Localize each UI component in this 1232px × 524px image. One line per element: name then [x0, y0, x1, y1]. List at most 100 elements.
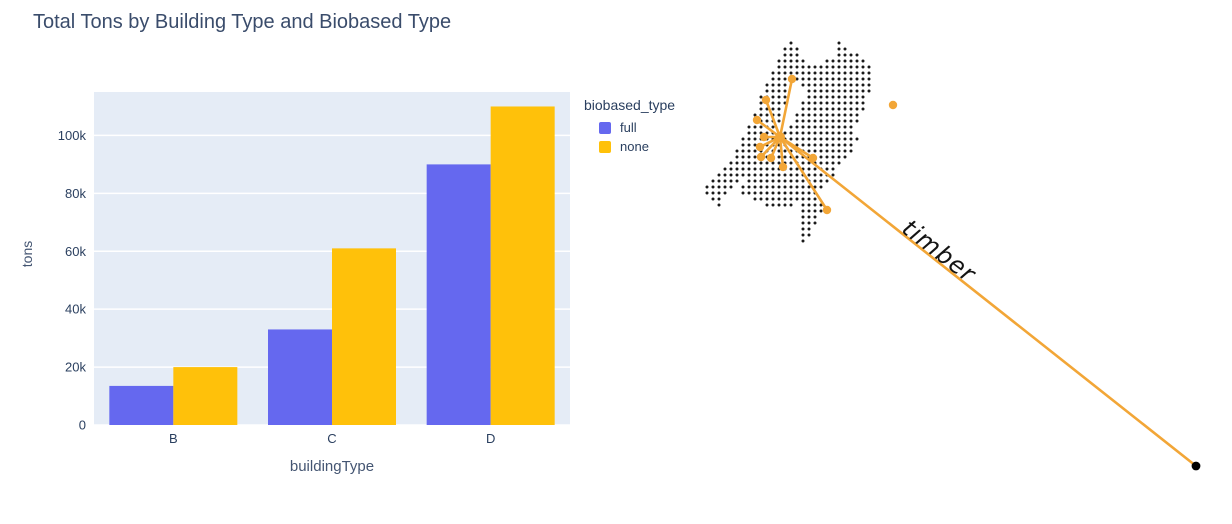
timber-destination-marker[interactable]	[1191, 461, 1201, 471]
map-dot	[795, 137, 799, 141]
flow-line[interactable]	[778, 135, 785, 169]
map-dot	[837, 59, 841, 63]
bar-B-full[interactable]	[109, 385, 174, 425]
map-dot	[759, 173, 763, 177]
map-dot	[789, 65, 793, 69]
map-dot	[819, 209, 823, 213]
bar-D-full[interactable]	[426, 164, 491, 426]
map-dot	[819, 161, 823, 165]
map-dot	[843, 143, 847, 147]
map-dot	[753, 197, 757, 201]
y-axis-title: tons	[19, 240, 35, 268]
map-dot	[807, 215, 811, 219]
map-dot	[867, 77, 871, 81]
map-dot	[753, 149, 757, 153]
map-dot	[837, 41, 841, 45]
legend-item-none[interactable]: none	[599, 139, 675, 154]
flow-hub-marker[interactable]	[775, 132, 785, 142]
map-dot	[861, 59, 865, 63]
map-dot	[735, 179, 739, 183]
map-dot	[705, 191, 709, 195]
isolated-point-marker[interactable]	[888, 100, 898, 110]
map-dot	[819, 83, 823, 87]
map-dot	[795, 53, 799, 57]
map-dot	[819, 101, 823, 105]
map-dot	[837, 119, 841, 123]
map-dot	[771, 167, 775, 171]
map-dot	[807, 149, 811, 153]
flow-endpoint-marker[interactable]	[822, 205, 832, 215]
map-dot	[777, 113, 781, 117]
map-dot	[837, 77, 841, 81]
map-dot	[747, 137, 751, 141]
flow-line[interactable]	[764, 98, 782, 139]
map-dot	[747, 179, 751, 183]
flow-endpoint-marker[interactable]	[752, 115, 762, 125]
flow-line[interactable]	[778, 135, 829, 212]
map-dot	[783, 179, 787, 183]
map-dot	[825, 161, 829, 165]
map-dot	[765, 167, 769, 171]
flow-line[interactable]	[778, 77, 794, 139]
map-dot	[849, 125, 853, 129]
legend-swatch-full	[599, 121, 611, 134]
map-dot	[837, 83, 841, 87]
flow-endpoint-marker[interactable]	[808, 153, 818, 163]
legend-item-full[interactable]: full	[599, 120, 675, 135]
flow-endpoint-marker[interactable]	[759, 132, 769, 142]
map-dot	[861, 71, 865, 75]
map-dot	[819, 203, 823, 207]
map-dot	[807, 185, 811, 189]
map-dot	[813, 221, 817, 225]
bar-D-none[interactable]	[490, 106, 555, 425]
map-dot	[849, 119, 853, 123]
flow-endpoint-marker[interactable]	[761, 95, 771, 105]
legend-swatch-none	[599, 140, 611, 153]
map-dot	[807, 71, 811, 75]
map-dot	[813, 149, 817, 153]
flow-endpoint-marker[interactable]	[756, 152, 766, 162]
map-dot	[831, 119, 835, 123]
flow-endpoint-marker[interactable]	[766, 153, 776, 163]
map-dot	[861, 107, 865, 111]
map-dot	[747, 173, 751, 177]
map-dot	[741, 155, 745, 159]
map-dot	[861, 77, 865, 81]
map-dot	[723, 179, 727, 183]
y-tick-label: 40k	[65, 302, 86, 317]
map-dot	[789, 185, 793, 189]
bar-C-none[interactable]	[332, 248, 396, 425]
map-dot	[813, 197, 817, 201]
bar-C-full[interactable]	[268, 329, 332, 425]
map-dot	[849, 83, 853, 87]
map-dot	[831, 167, 835, 171]
map-dot	[777, 203, 781, 207]
map-dot	[861, 83, 865, 87]
map-dot	[837, 71, 841, 75]
map-dot	[819, 95, 823, 99]
flow-line-timber[interactable]	[778, 135, 1198, 468]
y-tick-label: 100k	[58, 128, 87, 143]
map-dot	[801, 59, 805, 63]
map-dot	[801, 221, 805, 225]
flow-endpoint-marker[interactable]	[787, 74, 797, 84]
map-dot	[807, 233, 811, 237]
bar-B-none[interactable]	[173, 367, 238, 425]
map-dot	[759, 101, 763, 105]
map-dot	[795, 143, 799, 147]
flow-endpoint-marker[interactable]	[778, 162, 788, 172]
map-dot	[795, 197, 799, 201]
map-dot	[861, 65, 865, 69]
flow-endpoint-marker[interactable]	[755, 142, 765, 152]
bars	[109, 106, 555, 426]
map-dot	[825, 71, 829, 75]
map-dot	[831, 149, 835, 153]
map-dot	[765, 185, 769, 189]
map-dot	[801, 137, 805, 141]
map-dot	[843, 113, 847, 117]
map-dot	[825, 59, 829, 63]
map-dot	[759, 185, 763, 189]
map-dot	[705, 185, 709, 189]
map-dot	[807, 173, 811, 177]
map-dot	[801, 179, 805, 183]
